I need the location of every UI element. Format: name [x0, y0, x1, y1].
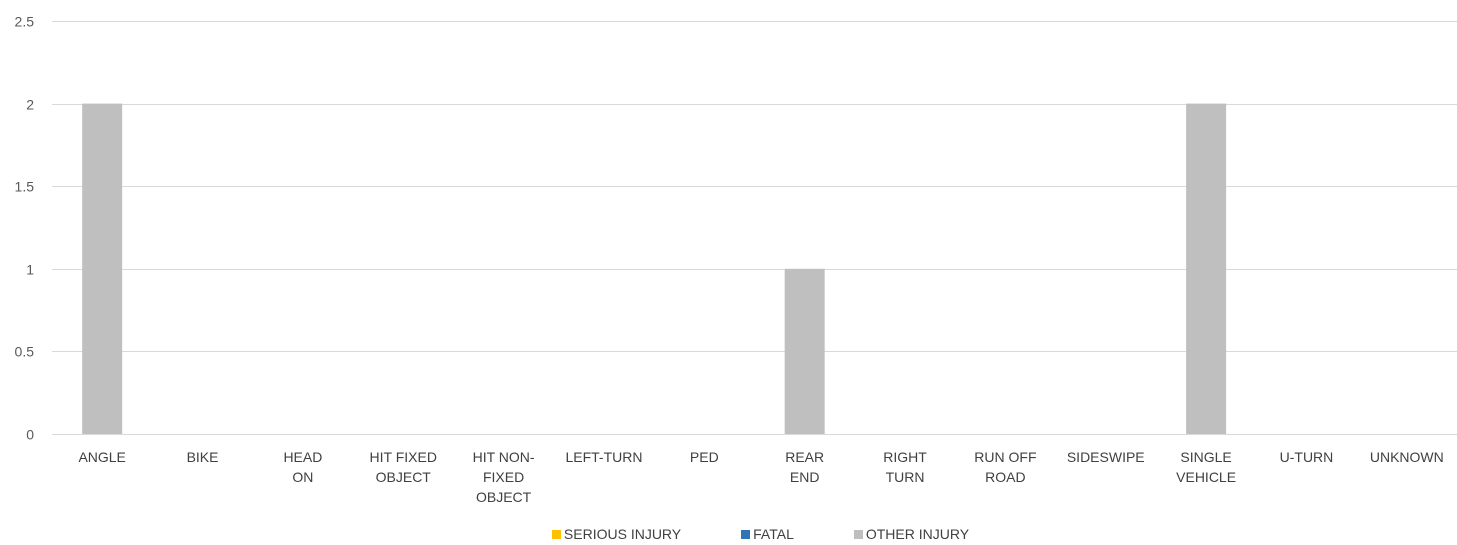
legend-item-other-injury: OTHER INJURY [853, 526, 970, 542]
legend-label-other-injury: OTHER INJURY [865, 526, 970, 542]
y-tick-label: 1 [26, 262, 34, 278]
y-tick-label: 2.5 [15, 14, 35, 30]
x-axis-category-labels: ANGLE BIKE HEAD ON HIT FIXED OBJECT HIT NON-FI… [78, 449, 1443, 505]
x-category-label: ANGLE [78, 449, 125, 465]
y-axis-tick-labels: 0 0.5 1 1.5 2 2.5 [15, 14, 35, 443]
legend-label-serious-injury: SERIOUS INJURY [563, 526, 682, 542]
y-tick-label: 0 [26, 427, 34, 443]
legend-swatch-fatal [741, 529, 751, 539]
y-tick-label: 0.5 [15, 344, 35, 360]
bar-other-injury [82, 103, 123, 434]
legend-label-fatal: FATAL [753, 526, 794, 542]
x-category-label: BIKE [187, 449, 219, 465]
x-category-label: SINGLE VEHICLE [1176, 449, 1236, 485]
x-category-label: LEFT-TURN [565, 449, 642, 465]
x-category-label: RIGHT TURN [883, 449, 927, 485]
bar-other-injury [1186, 103, 1227, 434]
bar-series [82, 103, 1227, 434]
x-category-label: U-TURN [1280, 449, 1334, 465]
x-category-label: REAR END [785, 449, 824, 485]
bar-other-injury [784, 268, 825, 434]
legend-item-serious-injury: SERIOUS INJURY [551, 526, 682, 542]
x-category-label: RUN OFF ROAD [974, 449, 1036, 485]
legend-swatch-other-injury [853, 529, 863, 539]
legend-item-fatal: FATAL [741, 526, 794, 542]
y-tick-label: 2 [26, 97, 34, 113]
x-category-label: PED [690, 449, 719, 465]
x-category-label: UNKNOWN [1370, 449, 1444, 465]
x-category-label: HEAD ON [283, 449, 322, 485]
chart-legend: SERIOUS INJURY FATAL OTHER INJURY [0, 526, 1457, 545]
x-category-label: HIT FIXED OBJECT [370, 449, 437, 485]
gridlines [52, 21, 1457, 435]
legend-swatch-serious-injury [551, 529, 561, 539]
x-category-label: HIT NON-FIXED OBJECT [473, 449, 535, 505]
x-category-label: SIDESWIPE [1067, 449, 1145, 465]
y-tick-label: 1.5 [15, 179, 35, 195]
